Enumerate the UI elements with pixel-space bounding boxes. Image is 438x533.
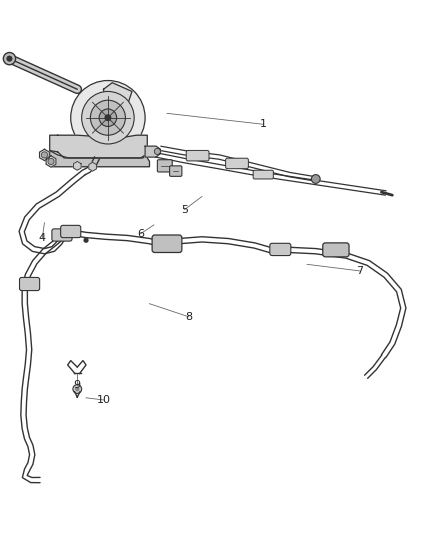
Circle shape: [7, 55, 12, 62]
FancyBboxPatch shape: [157, 160, 172, 172]
Text: 5: 5: [180, 205, 187, 215]
FancyBboxPatch shape: [253, 170, 273, 179]
Circle shape: [81, 92, 134, 144]
FancyBboxPatch shape: [225, 158, 248, 169]
FancyBboxPatch shape: [169, 166, 181, 176]
Polygon shape: [145, 146, 160, 157]
Text: 8: 8: [185, 312, 192, 322]
Polygon shape: [103, 83, 132, 111]
Polygon shape: [49, 150, 149, 167]
FancyBboxPatch shape: [19, 278, 39, 290]
Circle shape: [104, 114, 111, 121]
Circle shape: [4, 53, 15, 65]
Polygon shape: [49, 135, 147, 158]
Text: 7: 7: [355, 266, 362, 276]
Circle shape: [73, 385, 81, 393]
Text: 10: 10: [96, 395, 110, 405]
FancyBboxPatch shape: [52, 229, 72, 241]
Text: 1: 1: [259, 119, 266, 130]
Circle shape: [48, 158, 54, 165]
Polygon shape: [73, 161, 81, 170]
Text: 6: 6: [137, 229, 144, 239]
Circle shape: [83, 238, 88, 243]
Polygon shape: [46, 156, 56, 167]
Polygon shape: [39, 149, 49, 160]
Text: 4: 4: [39, 233, 46, 243]
Polygon shape: [88, 163, 96, 171]
Circle shape: [71, 80, 145, 155]
FancyBboxPatch shape: [322, 243, 348, 257]
Text: 9: 9: [74, 379, 81, 390]
Circle shape: [90, 100, 125, 135]
Circle shape: [75, 387, 79, 391]
FancyBboxPatch shape: [60, 225, 81, 238]
FancyBboxPatch shape: [269, 243, 290, 255]
FancyBboxPatch shape: [186, 150, 208, 161]
Circle shape: [154, 148, 160, 155]
FancyBboxPatch shape: [152, 235, 181, 253]
Circle shape: [99, 109, 117, 126]
Circle shape: [41, 152, 47, 158]
Circle shape: [311, 175, 319, 183]
